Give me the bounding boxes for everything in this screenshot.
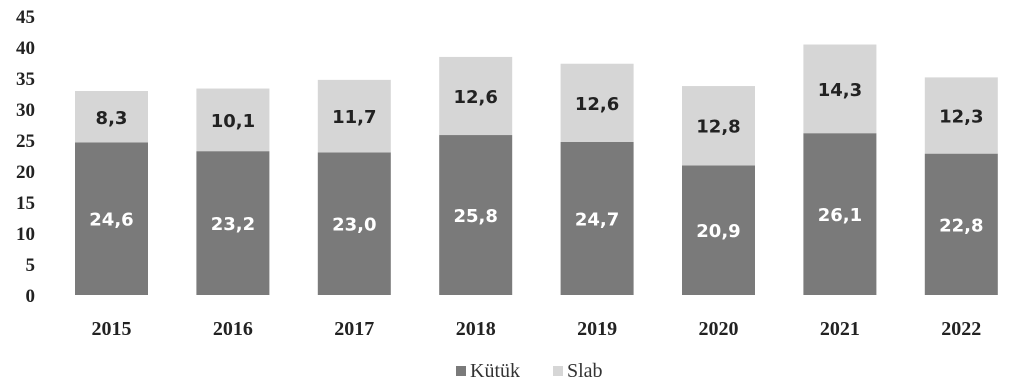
data-label-slab-2020: 12,8 <box>696 117 740 138</box>
y-axis: 0 5 10 15 20 25 30 35 40 45 <box>16 7 35 307</box>
bar-k-t-k-2015 <box>75 142 148 295</box>
data-label-slab-2021: 14,3 <box>818 80 862 101</box>
data-label-slab-2022: 12,3 <box>939 107 983 128</box>
bar-slab-2020 <box>682 86 755 166</box>
bar-slab-2022 <box>924 77 998 154</box>
legend-swatch <box>456 366 466 376</box>
data-label-slab-2019: 12,6 <box>575 94 619 115</box>
x-tick-label: 2018 <box>456 318 496 340</box>
plot-area: 24,6 8,3 23,2 10,1 23,0 11,7 25,8 12,6 24,7 12,6 2… <box>75 44 998 295</box>
bar-k-t-k-2022 <box>924 153 998 295</box>
y-tick-label: 30 <box>16 100 35 121</box>
data-label-k-t-k-2022: 22,8 <box>939 215 983 236</box>
y-tick-label: 45 <box>16 7 35 28</box>
x-tick-label: 2016 <box>213 318 253 340</box>
data-label-k-t-k-2021: 26,1 <box>818 205 862 226</box>
x-axis: 2015 2016 2017 2018 2019 2020 2021 2022 <box>92 318 982 340</box>
bar-k-t-k-2016 <box>196 151 270 295</box>
bar-k-t-k-2019 <box>560 141 634 295</box>
x-tick-label: 2020 <box>699 318 739 340</box>
legend-label: Kütük <box>470 360 520 382</box>
bar-slab-2018 <box>439 56 513 136</box>
data-label-k-t-k-2016: 23,2 <box>211 214 255 235</box>
data-label-slab-2015: 8,3 <box>96 108 128 129</box>
data-label-k-t-k-2019: 24,7 <box>575 209 619 230</box>
data-label-k-t-k-2015: 24,6 <box>89 210 133 231</box>
x-tick-label: 2022 <box>941 318 981 340</box>
data-label-slab-2018: 12,6 <box>453 87 497 108</box>
bar-k-t-k-2020 <box>682 165 755 295</box>
bar-k-t-k-2018 <box>439 135 513 295</box>
x-tick-label: 2019 <box>577 318 617 340</box>
legend-label: Slab <box>567 360 603 382</box>
bar-slab-2021 <box>803 44 877 134</box>
bar-k-t-k-2017 <box>317 152 391 295</box>
x-tick-label: 2017 <box>334 318 374 340</box>
data-label-k-t-k-2018: 25,8 <box>453 206 497 227</box>
x-tick-label: 2021 <box>820 318 860 340</box>
legend-swatch <box>553 366 563 376</box>
bar-slab-2015 <box>75 91 148 143</box>
y-tick-label: 10 <box>16 224 35 245</box>
data-label-k-t-k-2017: 23,0 <box>332 215 376 236</box>
y-tick-label: 0 <box>26 286 36 307</box>
y-tick-label: 25 <box>16 131 35 152</box>
legend: Kütük Slab <box>456 360 603 382</box>
y-tick-label: 20 <box>16 162 35 183</box>
bar-k-t-k-2021 <box>803 133 877 295</box>
data-label-k-t-k-2020: 20,9 <box>696 221 740 242</box>
bar-slab-2019 <box>560 63 634 142</box>
y-tick-label: 5 <box>26 255 36 276</box>
bar-slab-2016 <box>196 88 270 152</box>
y-tick-label: 15 <box>16 193 35 214</box>
bar-slab-2017 <box>317 79 391 153</box>
x-tick-label: 2015 <box>92 318 132 340</box>
y-tick-label: 40 <box>16 38 35 59</box>
data-label-slab-2016: 10,1 <box>211 111 255 132</box>
data-label-slab-2017: 11,7 <box>332 107 376 128</box>
y-tick-label: 35 <box>16 69 35 90</box>
